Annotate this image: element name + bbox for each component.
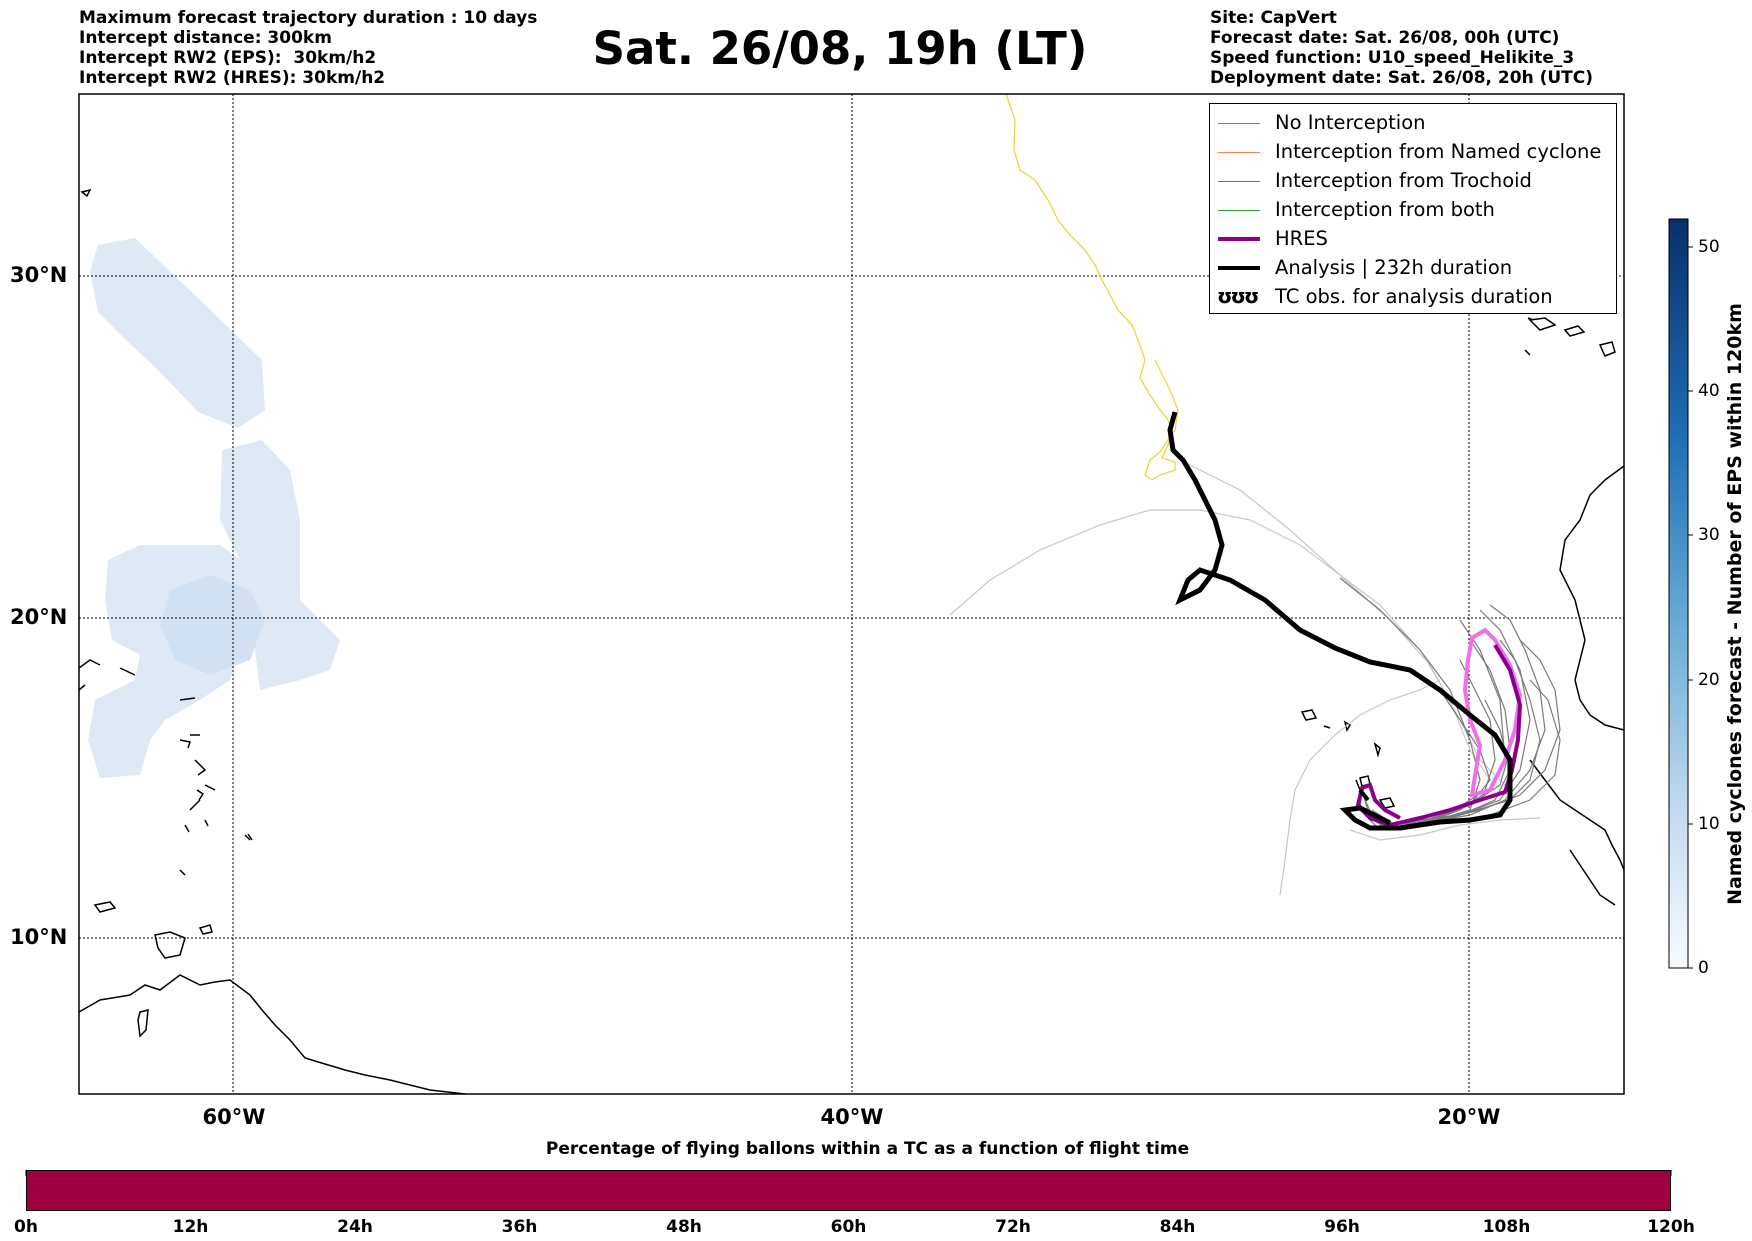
legend-label: Analysis | 232h duration [1275, 256, 1513, 279]
hres-trajectory [1355, 643, 1523, 828]
header-left-line: Intercept distance: 300km [79, 28, 332, 48]
eps-trajectory [1339, 577, 1481, 831]
lon-label: 40°W [820, 1105, 884, 1129]
timebar-tick-label: 36h [501, 1217, 538, 1237]
timebar-tick-label: 120h [1647, 1217, 1695, 1237]
legend-swatch [1218, 152, 1260, 153]
legend-item-no-interception: No Interception [1210, 109, 1616, 138]
eps-trajectory [1489, 679, 1561, 816]
tc-obs-symbol-icon: ʊʊʊ [1217, 284, 1259, 308]
colorbar-tick-label: 20 [1698, 670, 1720, 690]
legend-item-analysis: Analysis | 232h duration [1210, 254, 1616, 283]
coast-south-america [78, 974, 466, 1095]
coast-canaries [1524, 317, 1616, 357]
colorbar-ticks [1688, 246, 1693, 969]
coast-upper-left [80, 188, 92, 198]
header-right: Site: CapVert Forecast date: Sat. 26/08,… [1210, 8, 1593, 88]
analysis-trajectory-end [1358, 788, 1370, 802]
timebar-tick-label: 48h [666, 1217, 702, 1237]
colorbar-title: Named cyclones forecast - Number of EPS … [1724, 303, 1746, 905]
timebar-tick-label: 108h [1482, 1217, 1531, 1237]
legend: No Interception Interception from Named … [1209, 103, 1617, 314]
timebar-tick-label: 0h [14, 1217, 38, 1237]
lat-label: 10°N [10, 925, 68, 949]
coast-africa-bissau [1569, 849, 1616, 906]
timebar-tick-label: 72h [995, 1217, 1031, 1237]
colorbar-tick-label: 50 [1698, 237, 1720, 257]
coast-africa-north [1559, 465, 1625, 731]
legend-swatch [1218, 181, 1260, 182]
yellow-trajectory [1005, 93, 1179, 481]
lon-label: 20°W [1437, 1105, 1501, 1129]
header-left-line: Maximum forecast trajectory duration : 1… [79, 8, 538, 28]
legend-label: HRES [1275, 227, 1328, 250]
legend-swatch [1218, 237, 1260, 241]
eps-density-shading [88, 238, 340, 778]
legend-item-tc-obs: ʊʊʊ TC obs. for analysis duration [1210, 283, 1616, 312]
hres-trajectory-light [1462, 627, 1523, 798]
legend-item-both: Interception from both [1210, 196, 1616, 225]
colorbar-tick-label: 10 [1698, 814, 1720, 834]
eps-density-core [160, 575, 265, 675]
legend-swatch [1218, 266, 1260, 270]
timebar-tick-label: 12h [172, 1217, 209, 1237]
legend-label: TC obs. for analysis duration [1275, 285, 1553, 308]
eps-density-north [90, 238, 265, 428]
map-frame [78, 93, 1625, 1095]
timebar-tick-label: 60h [830, 1217, 867, 1237]
lon-label: 60°W [202, 1105, 266, 1129]
legend-swatch [1218, 123, 1260, 124]
eps-density-central [220, 440, 340, 690]
colorbar-tick-label: 40 [1698, 381, 1720, 401]
eps-trajectory [1349, 817, 1541, 841]
header-left-line: Intercept RW2 (EPS): 30km/h2 [79, 48, 377, 68]
timebar [26, 1170, 1671, 1211]
eps-trajectories [949, 459, 1561, 896]
colorbar-tick-label: 30 [1698, 525, 1720, 545]
coast-trinidad [154, 931, 186, 959]
legend-item-named-cyclone: Interception from Named cyclone [1210, 138, 1616, 167]
coast-caribbean-north [78, 659, 251, 876]
eps-trajectory [1389, 689, 1491, 829]
analysis-trajectory [1167, 411, 1513, 831]
eps-trajectory [1279, 679, 1441, 896]
eps-trajectory [1179, 459, 1511, 791]
legend-swatch [1218, 210, 1260, 211]
lat-label: 20°N [10, 605, 68, 629]
colorbar-tick-label: 0 [1698, 958, 1709, 978]
coast-venezuela-islands [93, 901, 213, 1038]
header-left: Maximum forecast trajectory duration : 1… [79, 8, 537, 88]
coast-africa-south [1529, 759, 1625, 871]
coast-lesser-antilles [179, 739, 253, 841]
timebar-tick-label: 96h [1324, 1217, 1360, 1237]
legend-label: Interception from Trochoid [1275, 169, 1532, 192]
legend-item-hres: HRES [1210, 225, 1616, 254]
timebar-title: Percentage of flying ballons within a TC… [545, 1139, 1190, 1159]
legend-item-trochoid: Interception from Trochoid [1210, 167, 1616, 196]
header-right-line: Speed function: U10_speed_Helikite_3 [1210, 48, 1575, 68]
legend-label: Interception from both [1275, 198, 1495, 221]
lat-label: 30°N [10, 263, 68, 287]
legend-label: Interception from Named cyclone [1275, 140, 1602, 163]
timebar-tick-label: 24h [337, 1217, 373, 1237]
gridlines [79, 94, 1624, 1094]
legend-label: No Interception [1275, 111, 1426, 134]
header-right-line: Deployment date: Sat. 26/08, 20h (UTC) [1210, 68, 1594, 88]
header-left-line: Intercept RW2 (HRES): 30km/h2 [79, 68, 386, 88]
header-right-line: Forecast date: Sat. 26/08, 00h (UTC) [1210, 28, 1560, 48]
colorbar-gradient [1668, 218, 1689, 969]
timebar-tick-label: 84h [1159, 1217, 1196, 1237]
header-right-line: Site: CapVert [1210, 8, 1337, 28]
map-title: Sat. 26/08, 19h (LT) [592, 22, 1088, 75]
coastlines [78, 188, 1625, 1095]
